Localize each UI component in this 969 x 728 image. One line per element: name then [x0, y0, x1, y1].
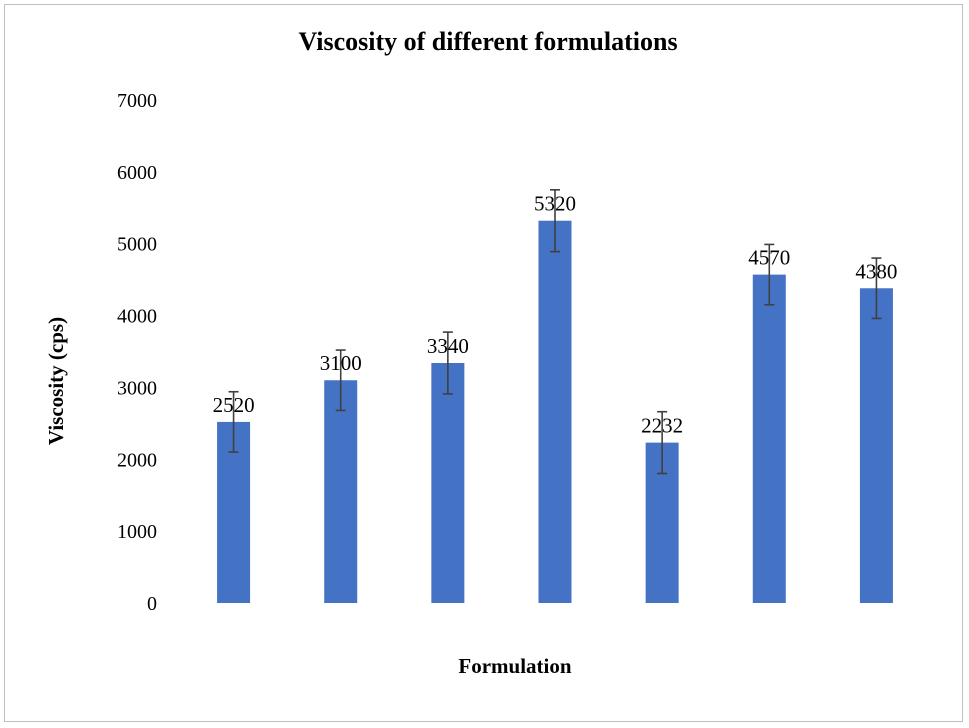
data-label: 3340 — [427, 334, 469, 358]
error-bars — [228, 189, 882, 475]
bar — [538, 220, 572, 603]
y-tick-label: 5000 — [117, 234, 157, 256]
data-label: 3100 — [320, 351, 362, 375]
bars — [217, 220, 893, 603]
bar — [859, 288, 893, 603]
y-tick-label: 2000 — [117, 449, 157, 471]
bar — [431, 362, 465, 603]
bar — [324, 380, 358, 603]
y-tick-label: 4000 — [117, 306, 157, 328]
y-axis-label: Viscosity (cps) — [44, 317, 68, 445]
error-bar — [871, 257, 882, 320]
error-bar — [550, 189, 560, 253]
error-bar — [442, 331, 453, 395]
data-label: 4380 — [855, 259, 897, 283]
y-axis-ticks: 0 1000 2000 3000 4000 5000 6000 7000 — [117, 90, 157, 615]
error-bar — [657, 410, 668, 475]
data-label: 2520 — [213, 393, 255, 417]
error-bar — [228, 390, 239, 453]
x-axis-label: Formulation — [458, 654, 571, 678]
chart-title: Viscosity of different formulations — [298, 27, 677, 56]
error-bar — [335, 349, 346, 412]
data-label: 2232 — [641, 414, 683, 438]
y-tick-label: 0 — [147, 593, 157, 615]
y-tick-label: 3000 — [117, 377, 157, 399]
error-bar — [764, 243, 775, 306]
y-tick-label: 1000 — [117, 521, 157, 543]
y-tick-label: 6000 — [117, 162, 157, 184]
data-labels: 2520 3100 3340 5320 2232 4570 4380 — [213, 192, 898, 438]
data-label: 4570 — [748, 246, 790, 270]
bar-chart: Viscosity of different formulations Visc… — [44, 27, 898, 678]
chart-frame: Viscosity of different formulations Visc… — [4, 4, 963, 722]
y-tick-label: 7000 — [117, 90, 157, 112]
bar — [752, 274, 786, 603]
data-label: 5320 — [534, 192, 576, 216]
